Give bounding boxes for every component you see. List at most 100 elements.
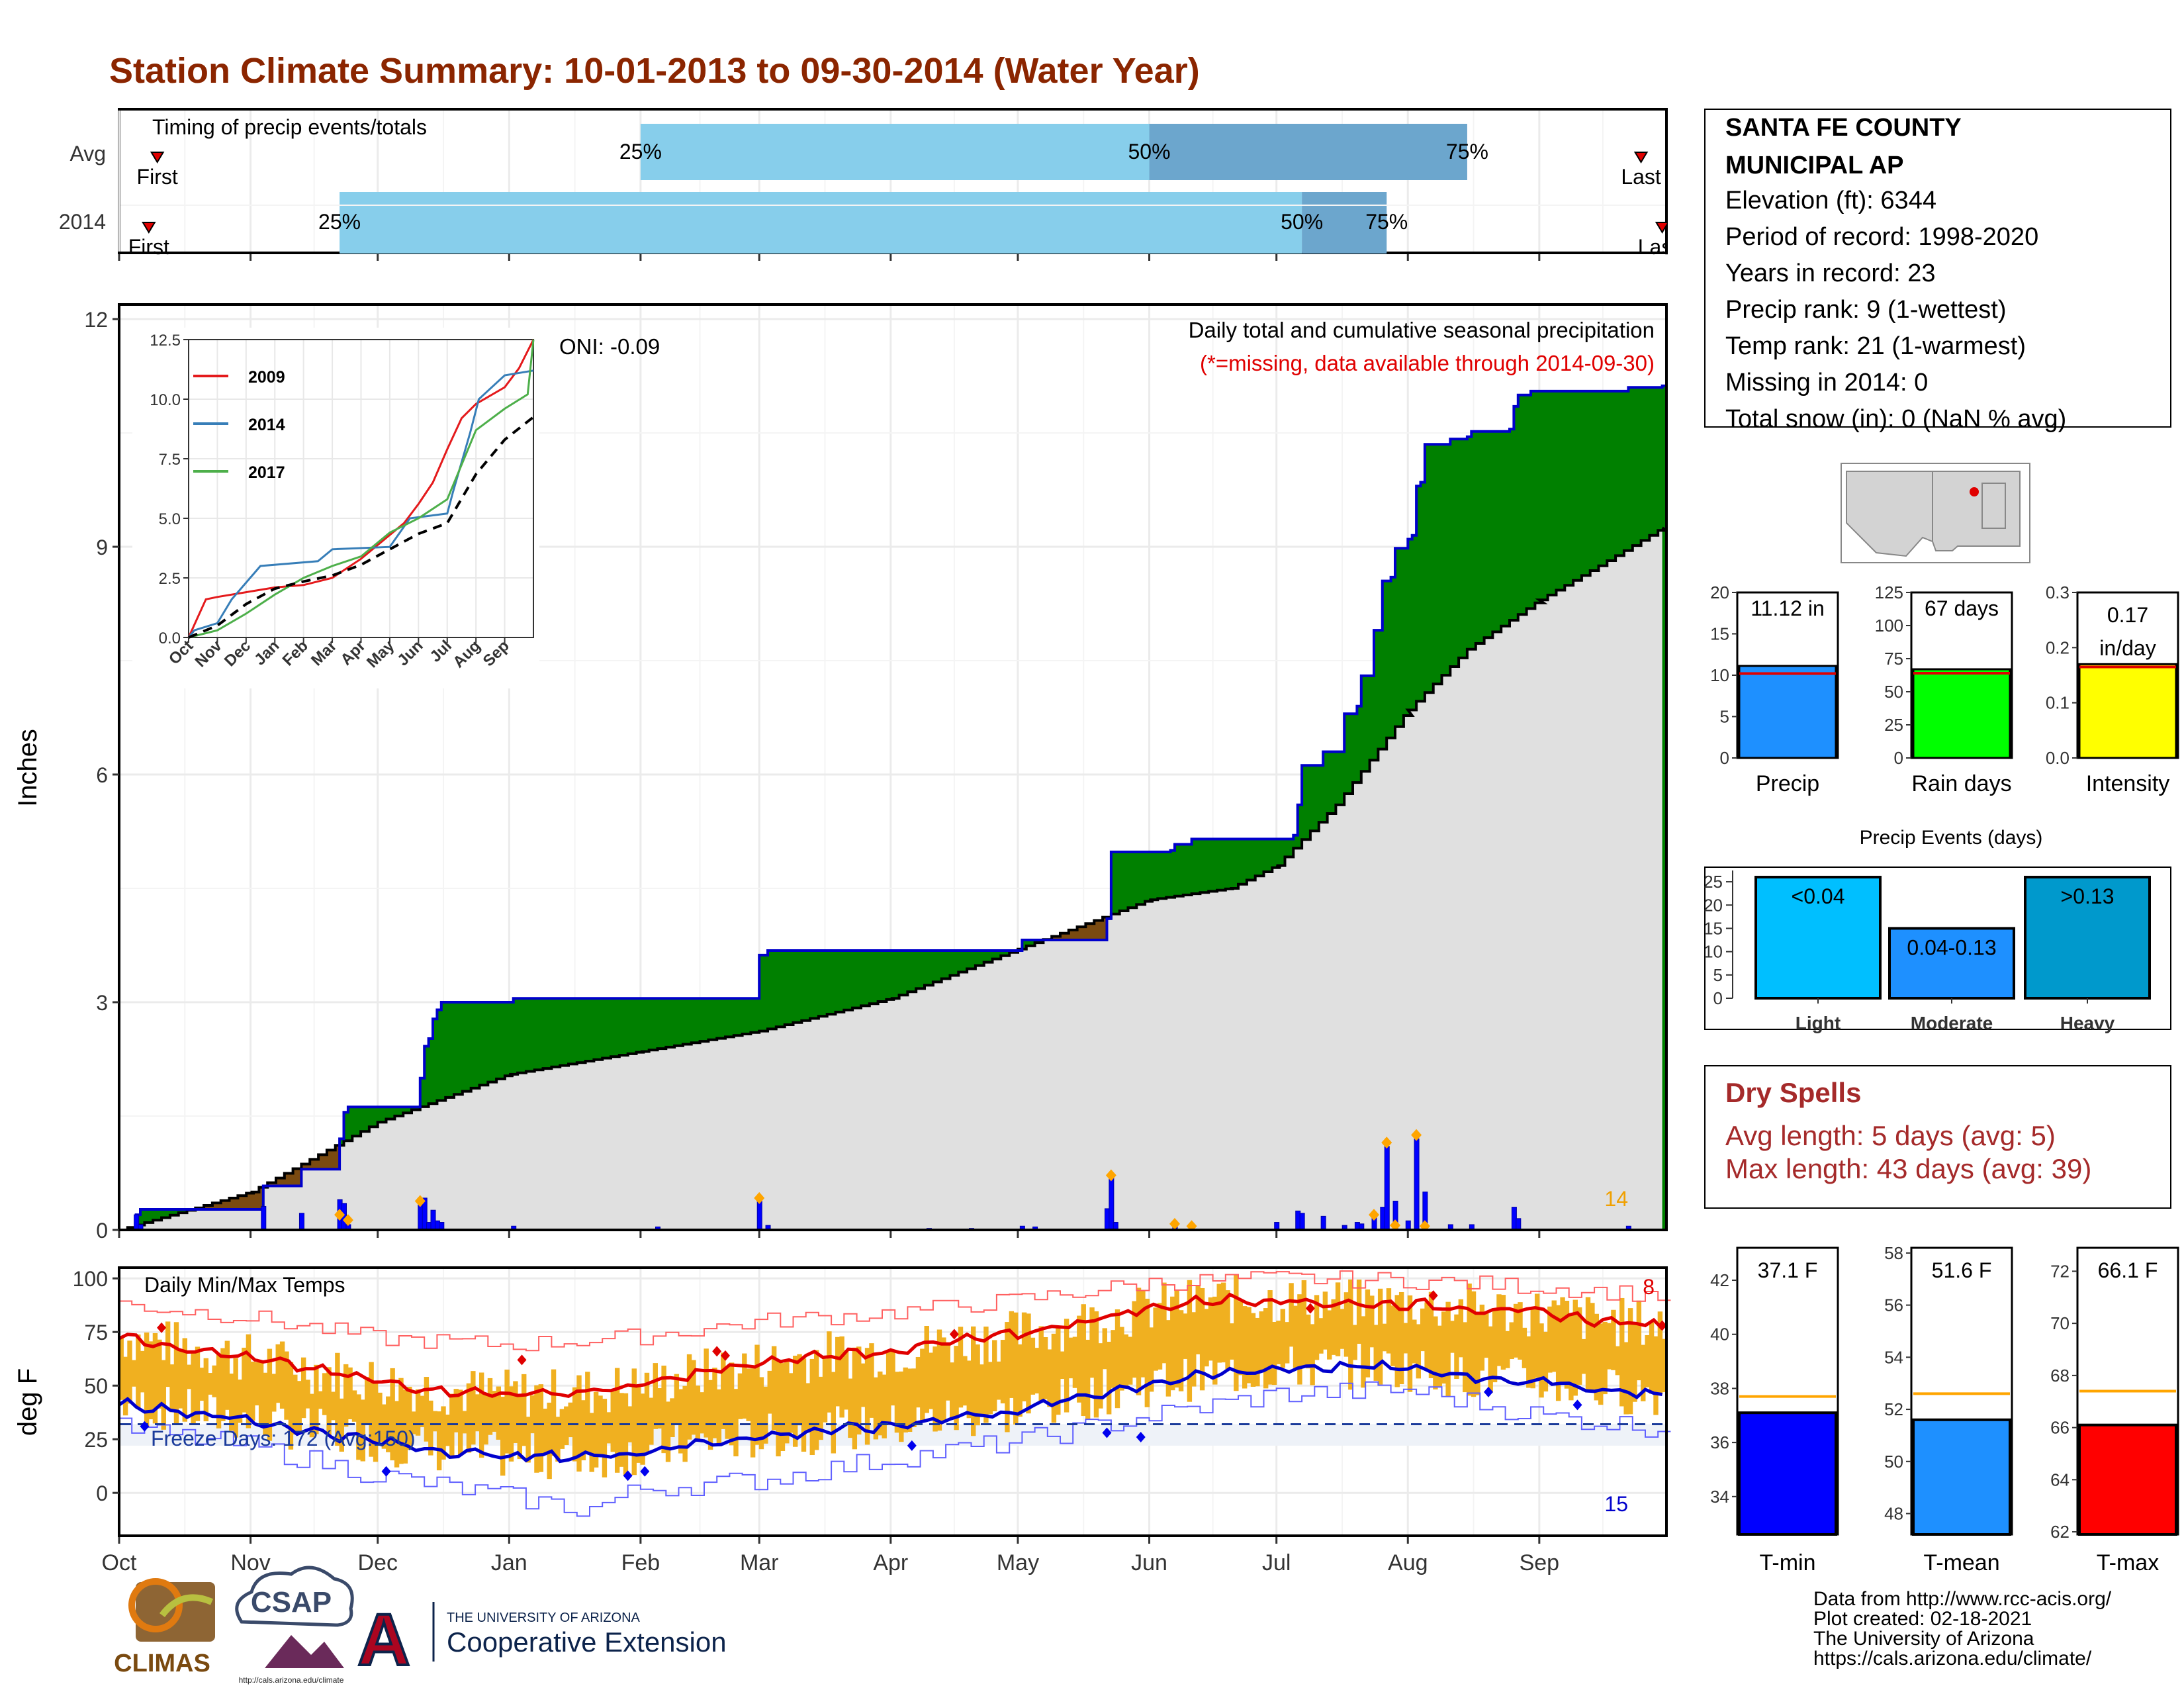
temp-box-tick-label: 72	[2050, 1261, 2070, 1281]
daily-temp-bar	[598, 1395, 603, 1455]
daily-temp-bar	[1641, 1344, 1646, 1401]
daily-temp-bar	[966, 1360, 972, 1419]
daily-temp-bar	[1500, 1295, 1506, 1370]
daily-temp-bar	[750, 1368, 756, 1458]
daily-temp-bar	[653, 1363, 658, 1429]
daily-precip-bar	[765, 1225, 771, 1229]
daily-temp-bar	[589, 1413, 594, 1472]
daily-temp-bar	[742, 1353, 747, 1419]
daily-precip-bar	[511, 1225, 517, 1229]
timing-avg-bar-50-75	[1149, 124, 1467, 180]
timing-label: Timing of precip events/totals	[152, 115, 427, 139]
daily-temp-bar	[1098, 1343, 1103, 1409]
month-label: Mar	[740, 1550, 779, 1575]
daily-temp-bar	[1526, 1336, 1531, 1388]
heavy-precip-marker-icon	[342, 1214, 353, 1227]
daily-precip-bar	[1447, 1224, 1453, 1229]
station-name-line2: MUNICIPAL AP	[1725, 152, 1904, 179]
timing-avg-label-75: 75%	[1446, 140, 1488, 164]
timing-2014-label-75: 75%	[1365, 210, 1408, 234]
daily-temp-bar	[1412, 1319, 1417, 1364]
daily-temp-bar	[1183, 1313, 1188, 1359]
month-label: Dec	[357, 1550, 397, 1575]
temp-box-tick-label: 56	[1884, 1295, 1903, 1315]
heavy-precip-marker-icon	[1390, 1219, 1401, 1229]
daily-temp-bar	[933, 1346, 938, 1432]
station-info-line: Missing in 2014: 0	[1725, 369, 1928, 397]
month-label: Apr	[873, 1550, 908, 1575]
heavy-precip-marker-icon	[414, 1195, 426, 1207]
daily-temp-bar	[1335, 1282, 1341, 1356]
daily-temp-bar	[1343, 1292, 1349, 1357]
daily-temp-bar	[284, 1351, 289, 1420]
event-bar	[1888, 927, 2015, 1000]
daily-precip-bar	[1113, 1222, 1118, 1229]
heavy-precip-marker-icon	[1105, 1169, 1116, 1182]
daily-temp-bar	[644, 1372, 650, 1452]
daily-temp-bar	[279, 1341, 285, 1409]
dry-spells-box: Dry Spells Avg length: 5 days (avg: 5) M…	[1704, 1065, 2171, 1209]
inset-legend-label: 2014	[248, 416, 285, 434]
daily-precip-bar	[1625, 1225, 1631, 1229]
climas-logo-swoosh-icon	[159, 1594, 214, 1618]
daily-temp-bar	[1187, 1280, 1193, 1402]
timing-avg-bar-25-50	[640, 124, 1150, 180]
daily-temp-bar	[797, 1354, 802, 1426]
daily-temp-bar	[1615, 1346, 1621, 1376]
daily-temp-bar	[928, 1352, 934, 1409]
temp-box-tick-label: 66	[2050, 1418, 2070, 1438]
heavy-precip-marker-icon	[334, 1209, 345, 1221]
record-low-marker-icon	[1102, 1427, 1112, 1438]
temp-title: Daily Min/Max Temps	[144, 1273, 345, 1297]
daily-temp-bar	[1484, 1312, 1489, 1358]
daily-temp-bar	[602, 1399, 608, 1477]
daily-temp-bar	[614, 1368, 620, 1473]
temp-box-tick-label: 42	[1710, 1270, 1729, 1290]
record-high-marker-icon	[157, 1322, 167, 1333]
daily-precip-bar	[1274, 1222, 1280, 1229]
precip-events-panel: 0 5 10 15 20 25 <0.04 Light 0.04-0.13 Moderate >0.…	[1704, 827, 2171, 1033]
daily-precip-bar	[298, 1213, 304, 1229]
daily-temp-bar	[1140, 1290, 1146, 1378]
daily-temp-bar	[322, 1373, 328, 1415]
daily-temp-bar	[199, 1368, 205, 1401]
daily-temp-bar	[1475, 1312, 1480, 1395]
daily-temp-bar	[1606, 1323, 1612, 1370]
month-label: Jan	[491, 1550, 527, 1575]
daily-temp-bar	[1072, 1336, 1078, 1388]
inset-legend-label: 2009	[248, 368, 285, 387]
station-info-line: Years in record: 23	[1725, 259, 1936, 287]
max-count-label: 8	[1643, 1275, 1655, 1299]
events-title: Precip Events (days)	[1860, 827, 2043, 849]
temp-y-tick-label: 0	[96, 1481, 108, 1505]
inset-legend-label: 2017	[248, 463, 285, 482]
daily-temp-bar	[767, 1370, 772, 1414]
daily-temp-bar	[1267, 1290, 1273, 1385]
daily-temp-bar	[1208, 1297, 1214, 1361]
daily-temp-bar	[1467, 1284, 1472, 1396]
daily-temp-bar	[161, 1360, 166, 1430]
daily-temp-bar	[1157, 1303, 1163, 1370]
daily-temp-bar	[619, 1393, 624, 1467]
daily-temp-bar	[534, 1385, 539, 1473]
timing-2014-bar-25-50	[340, 192, 1302, 254]
daily-temp-bar	[1509, 1322, 1514, 1360]
daily-precip-bar	[1516, 1218, 1522, 1229]
daily-temp-bar	[136, 1335, 141, 1409]
footer-line-university: The University of Arizona	[1813, 1628, 2034, 1650]
daily-temp-bar	[462, 1411, 467, 1434]
daily-temp-bar	[441, 1406, 446, 1460]
daily-temp-bar	[487, 1378, 493, 1435]
daily-temp-bar	[585, 1372, 590, 1454]
daily-temp-bar	[1102, 1328, 1107, 1370]
daily-temp-bar	[1255, 1317, 1260, 1387]
daily-temp-bar	[1132, 1301, 1137, 1378]
freeze-days-label: Freeze Days: 172 (Avg:150)	[151, 1427, 416, 1450]
daily-temp-bar	[186, 1364, 192, 1389]
daily-temp-bar	[559, 1409, 565, 1449]
daily-temp-bar	[1119, 1327, 1124, 1391]
daily-temp-bar	[593, 1391, 599, 1468]
daily-temp-bar	[1081, 1304, 1086, 1417]
record-low-marker-icon	[623, 1470, 633, 1481]
daily-temp-bar	[529, 1395, 535, 1434]
